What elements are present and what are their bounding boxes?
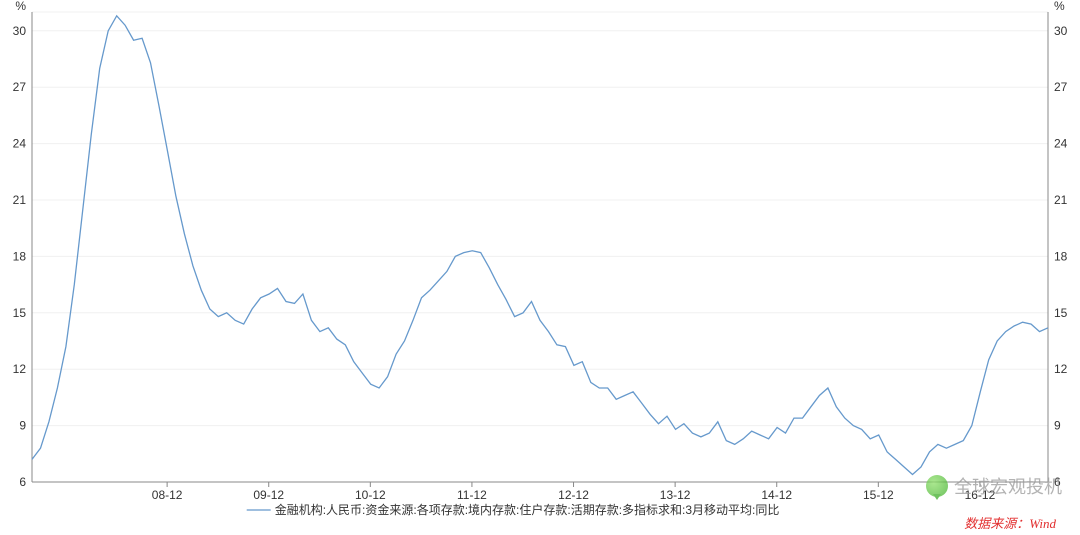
svg-text:18: 18 — [1054, 249, 1068, 263]
svg-text:9: 9 — [1054, 419, 1061, 433]
svg-text:09-12: 09-12 — [253, 488, 284, 502]
line-chart: 66991212151518182121242427273030%%08-120… — [0, 0, 1080, 535]
svg-text:13-12: 13-12 — [660, 488, 691, 502]
svg-text:30: 30 — [13, 24, 27, 38]
svg-text:18: 18 — [13, 249, 27, 263]
svg-text:%: % — [15, 0, 26, 13]
svg-text:15-12: 15-12 — [863, 488, 894, 502]
svg-text:15: 15 — [1054, 306, 1068, 320]
svg-text:14-12: 14-12 — [761, 488, 792, 502]
svg-text:金融机构:人民币:资金来源:各项存款:境内存款:住户存款:活: 金融机构:人民币:资金来源:各项存款:境内存款:住户存款:活期存款:多指标求和:… — [275, 502, 780, 517]
svg-text:15: 15 — [13, 306, 27, 320]
svg-text:21: 21 — [13, 193, 27, 207]
svg-text:08-12: 08-12 — [152, 488, 183, 502]
svg-text:24: 24 — [13, 137, 27, 151]
svg-text:9: 9 — [19, 419, 26, 433]
wechat-icon — [926, 475, 948, 497]
svg-text:27: 27 — [13, 80, 27, 94]
watermark-text: 全球宏观投机 — [954, 473, 1062, 499]
svg-text:27: 27 — [1054, 80, 1068, 94]
svg-text:12-12: 12-12 — [558, 488, 589, 502]
svg-text:12: 12 — [1054, 362, 1068, 376]
svg-text:%: % — [1054, 0, 1065, 13]
wechat-watermark: 全球宏观投机 — [926, 473, 1062, 499]
svg-text:10-12: 10-12 — [355, 488, 386, 502]
source-note: 数据来源：Wind — [964, 513, 1056, 532]
svg-text:24: 24 — [1054, 137, 1068, 151]
svg-text:30: 30 — [1054, 24, 1068, 38]
svg-text:21: 21 — [1054, 193, 1068, 207]
svg-text:12: 12 — [13, 362, 27, 376]
svg-text:11-12: 11-12 — [457, 488, 487, 502]
svg-text:6: 6 — [19, 475, 26, 489]
